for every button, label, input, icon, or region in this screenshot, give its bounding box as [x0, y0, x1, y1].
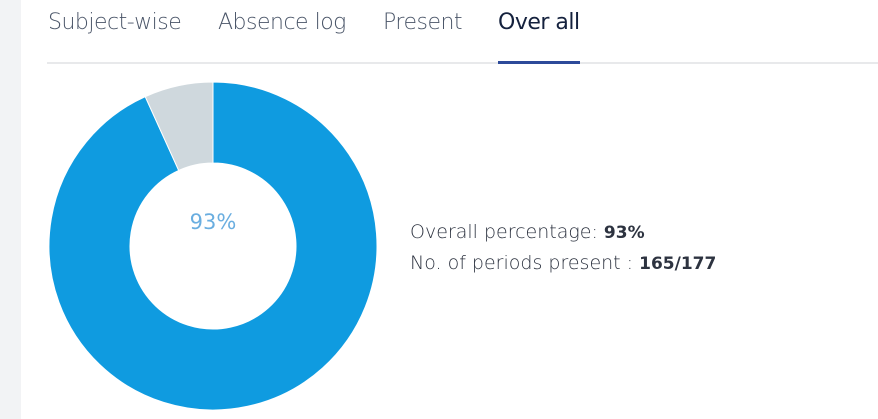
tab-bar: Subject-wise Absence log Present Over al…	[47, 0, 878, 64]
tab-over-all[interactable]: Over all	[498, 10, 580, 64]
tab-absence-log[interactable]: Absence log	[218, 10, 346, 35]
summary: Overall percentage: 93% No. of periods p…	[410, 217, 716, 279]
periods-present-value: 165/177	[639, 254, 717, 274]
tab-subject-wise[interactable]: Subject-wise	[48, 10, 182, 35]
tab-present[interactable]: Present	[383, 10, 463, 35]
donut-slice-present	[48, 81, 378, 411]
periods-present-label: No. of periods present :	[410, 252, 634, 274]
overall-percentage-value: 93%	[603, 223, 645, 243]
left-sidebar-strip	[0, 0, 21, 419]
overall-percentage-label: Overall percentage:	[410, 221, 598, 243]
donut-slice-absent	[144, 81, 214, 172]
donut-center-label: 93%	[189, 210, 237, 234]
